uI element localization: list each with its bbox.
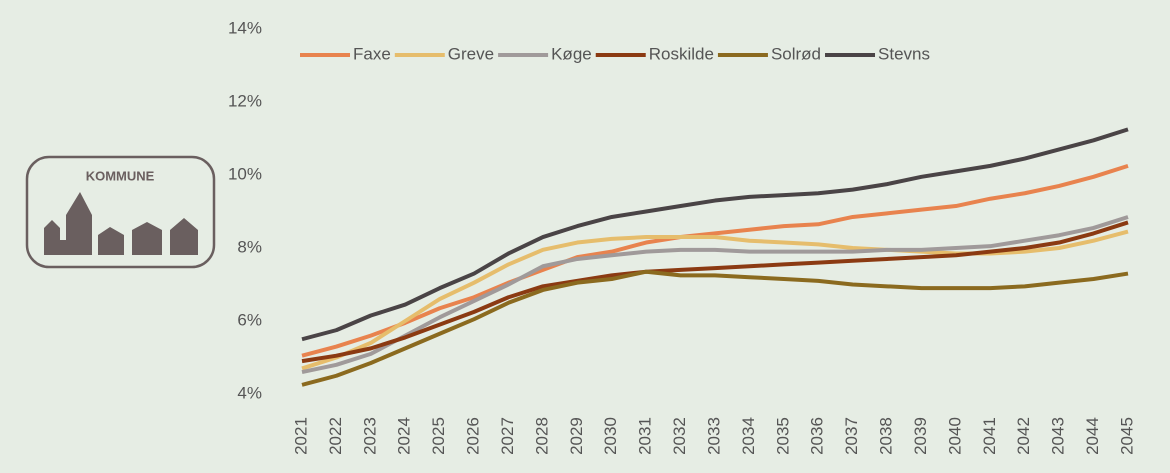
- x-tick-label: 2029: [567, 417, 586, 455]
- logo-icon: [44, 192, 198, 255]
- line: [301, 220, 1129, 364]
- x-tick-label: 2023: [360, 417, 379, 455]
- legend-label: Stevns: [878, 44, 930, 63]
- legend-label: Solrød: [771, 44, 821, 63]
- x-tick-label: 2039: [911, 417, 930, 455]
- x-tick-label: 2037: [842, 417, 861, 455]
- x-tick-label: 2030: [601, 417, 620, 455]
- y-tick-label: 12%: [228, 91, 262, 110]
- logo: KOMMUNE: [25, 155, 216, 269]
- x-tick-label: 2032: [670, 417, 689, 455]
- x-tick-label: 2022: [326, 417, 345, 455]
- line: [301, 127, 1129, 342]
- legend-label: Roskilde: [649, 44, 714, 63]
- x-tick-label: 2040: [945, 417, 964, 455]
- x-tick-label: 2027: [498, 417, 517, 455]
- x-tick-label: 2031: [636, 417, 655, 455]
- x-tick-label: 2028: [532, 417, 551, 455]
- legend-label: Faxe: [353, 44, 391, 63]
- x-tick-label: 2041: [980, 417, 999, 455]
- y-tick-label: 10%: [228, 164, 262, 183]
- y-tick-label: 8%: [237, 237, 262, 256]
- line: [301, 269, 1129, 387]
- x-tick-label: 2035: [773, 417, 792, 455]
- y-tick-label: 14%: [228, 18, 262, 37]
- logo-frame: [25, 155, 216, 269]
- x-tick-label: 2043: [1049, 417, 1068, 455]
- x-tick-label: 2021: [291, 417, 310, 455]
- x-tick-label: 2025: [429, 417, 448, 455]
- legend-label: Køge: [551, 44, 592, 63]
- x-tick-label: 2036: [808, 417, 827, 455]
- logo-text: KOMMUNE: [86, 168, 155, 183]
- x-tick-label: 2033: [704, 417, 723, 455]
- x-tick-label: 2026: [464, 417, 483, 455]
- x-tick-label: 2038: [877, 417, 896, 455]
- x-tick-label: 2045: [1117, 417, 1136, 455]
- y-tick-label: 4%: [237, 383, 262, 402]
- x-tick-label: 2044: [1083, 417, 1102, 455]
- x-tick-label: 2042: [1014, 417, 1033, 455]
- x-tick-label: 2034: [739, 417, 758, 455]
- line: [301, 215, 1129, 375]
- x-tick-label: 2024: [395, 417, 414, 455]
- y-tick-label: 6%: [237, 310, 262, 329]
- legend-label: Greve: [448, 44, 494, 63]
- line: [301, 163, 1129, 358]
